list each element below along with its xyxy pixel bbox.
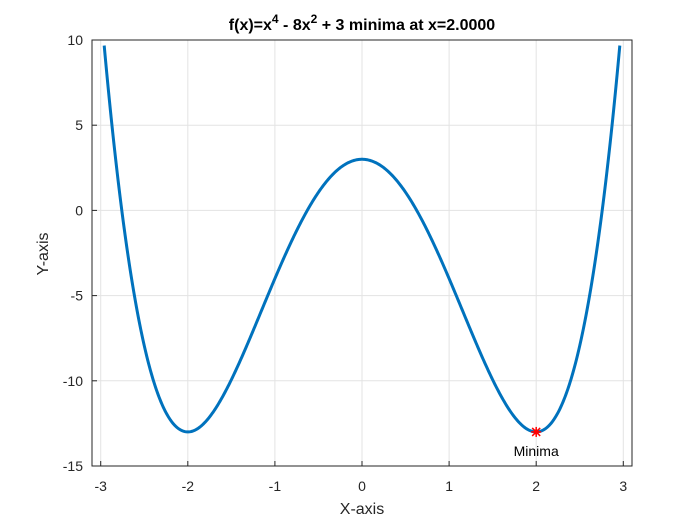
x-tick-label: 3 xyxy=(619,478,627,494)
chart-title: f(x)=x4 - 8x2 + 3 minima at x=2.0000 xyxy=(229,12,496,34)
y-tick-label: 0 xyxy=(75,202,83,218)
title-exponent-1: 4 xyxy=(272,12,279,26)
x-tick-label: -3 xyxy=(94,478,107,494)
x-tick-label: 2 xyxy=(532,478,540,494)
x-tick-labels: -3 -2 -1 0 1 2 3 xyxy=(94,478,627,494)
y-tick-labels: -15 -10 -5 0 5 10 xyxy=(63,32,83,474)
y-tick-label: 5 xyxy=(75,117,83,133)
title-exponent-2: 2 xyxy=(311,12,318,26)
minima-marker xyxy=(531,426,542,437)
title-middle: - 8x xyxy=(279,17,311,34)
x-tick-label: -1 xyxy=(269,478,282,494)
y-tick-label: 10 xyxy=(67,32,83,48)
x-tick-label: 0 xyxy=(358,478,366,494)
y-tick-label: -10 xyxy=(63,373,83,389)
y-tick-label: -15 xyxy=(63,458,83,474)
y-tick-label: -5 xyxy=(71,288,84,304)
x-tick-label: 1 xyxy=(445,478,453,494)
x-axis-label: X-axis xyxy=(340,501,384,518)
ticks xyxy=(92,39,624,467)
marker-dot xyxy=(533,429,539,435)
title-suffix: + 3 minima at x=2.0000 xyxy=(317,17,495,34)
title-prefix: f(x)=x xyxy=(229,17,272,34)
minima-label: Minima xyxy=(514,443,559,459)
x-tick-label: -2 xyxy=(182,478,195,494)
y-axis-label: Y-axis xyxy=(35,233,52,276)
